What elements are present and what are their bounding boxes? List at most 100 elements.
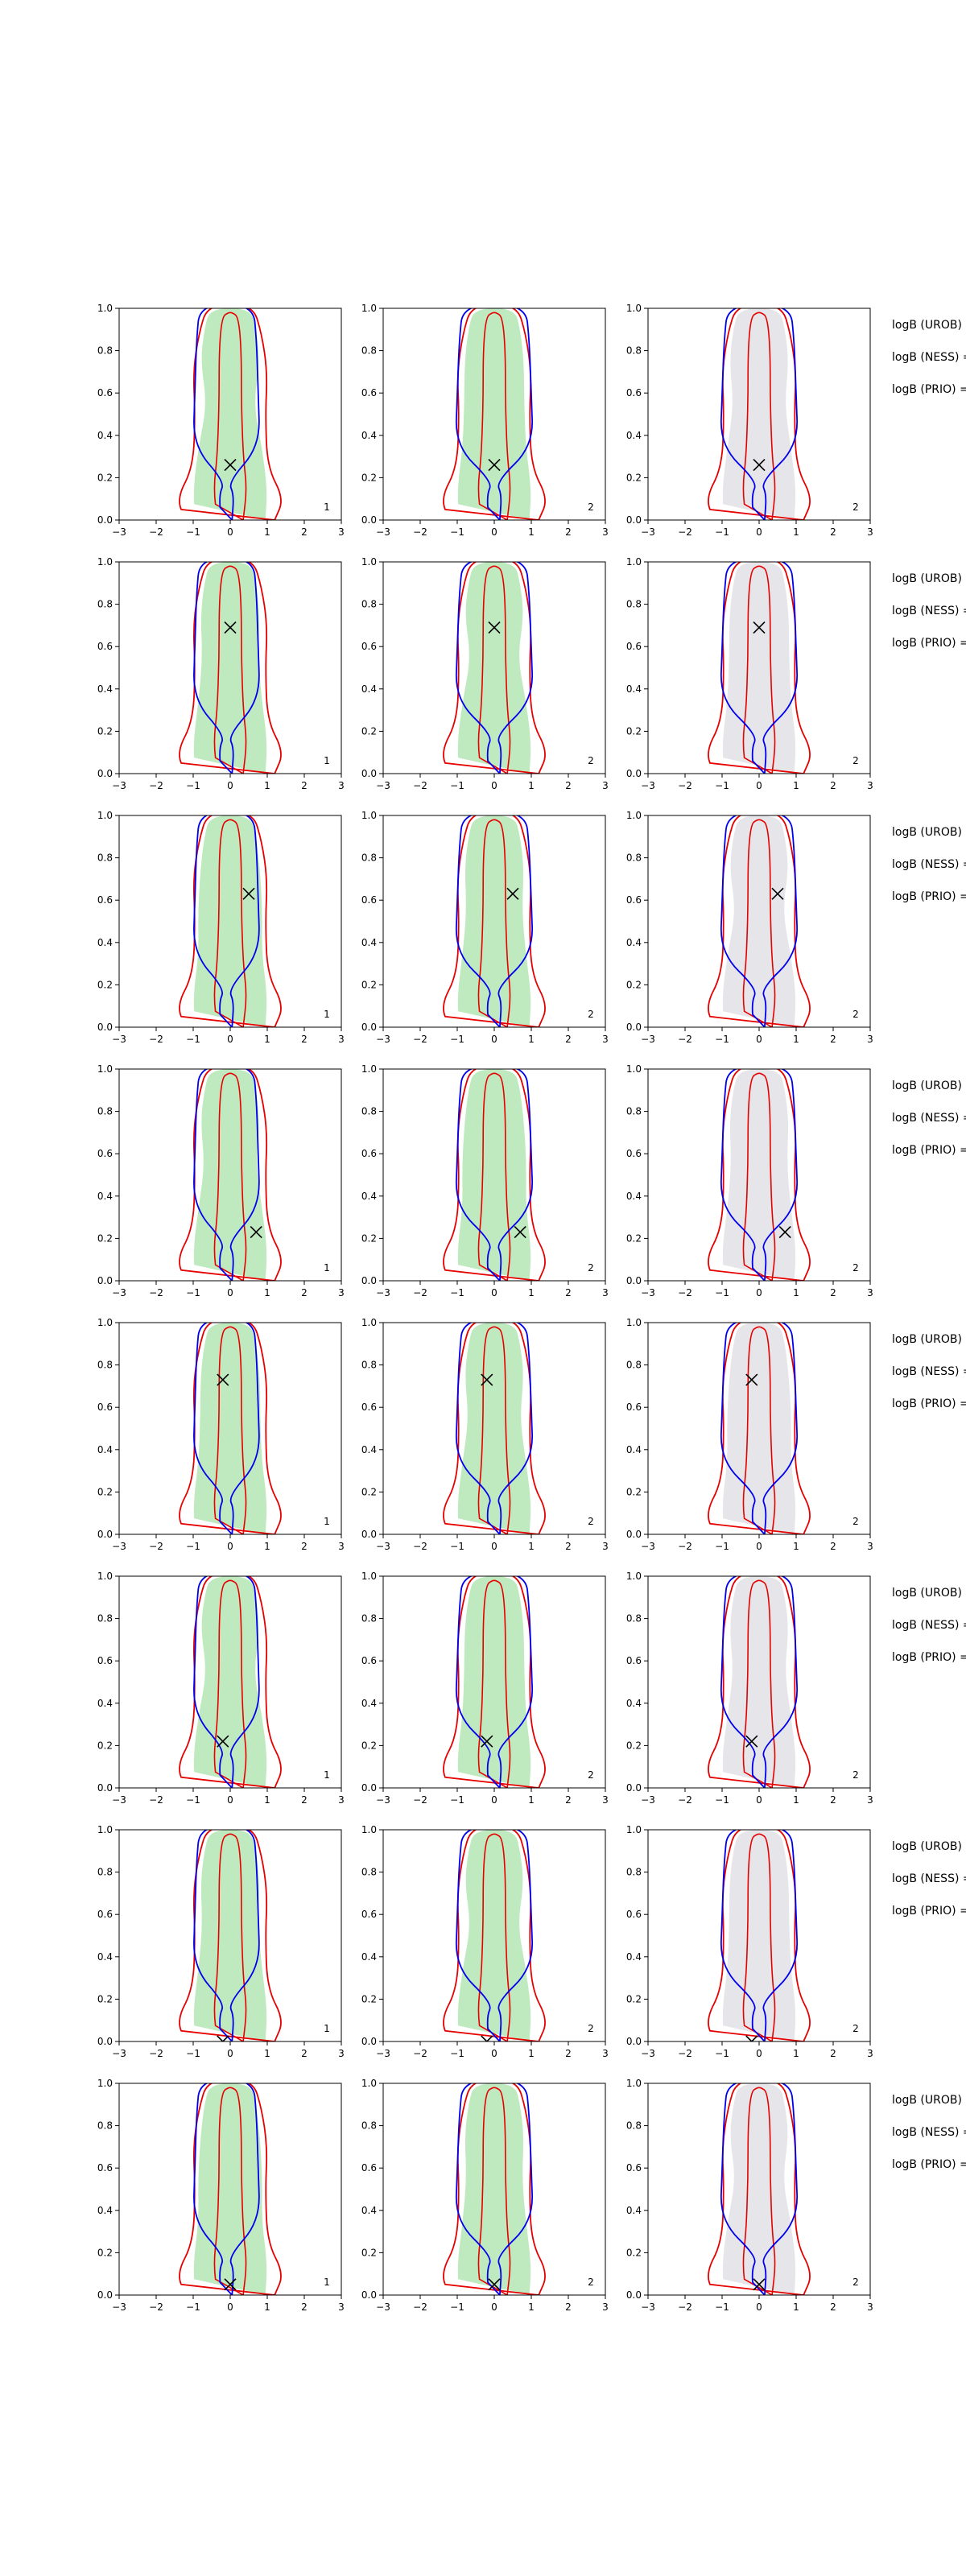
y-tick-label: 0.8: [97, 2120, 113, 2132]
y-tick-label: 0.0: [361, 1782, 377, 1794]
y-tick-label: 0.2: [97, 1993, 113, 2004]
x-tick-label: −2: [149, 1541, 163, 1552]
figure-row-5: −3 −2 −1 0 1 2 3 0.0 0.2 0.4 0.6 0.8 1.0 1 −3 −2 −1 0 1 2 3 0…: [97, 1317, 966, 1552]
density-fill: [457, 815, 531, 1027]
y-tick-label: 0.6: [97, 894, 113, 906]
x-tick-label: −3: [376, 1287, 390, 1298]
x-tick-label: 1: [793, 2048, 799, 2059]
x-tick-label: 1: [528, 1541, 535, 1552]
x-tick-label: 3: [338, 526, 345, 538]
panel-r1-c3: −3 −2 −1 0 1 2 3 0.0 0.2 0.4 0.6 0.8 1.0 2: [626, 303, 873, 538]
y-tick-label: 0.0: [626, 514, 642, 526]
x-tick-label: −3: [376, 526, 390, 538]
y-tick-label: 0.6: [626, 1655, 642, 1666]
marker-x: [481, 1373, 493, 1386]
panel-r4-c2: −3 −2 −1 0 1 2 3 0.0 0.2 0.4 0.6 0.8 1.0 2: [361, 1063, 609, 1298]
panel-corner-label: 2: [852, 2277, 859, 2288]
x-tick-label: 1: [528, 2301, 535, 2313]
x-tick-label: −1: [715, 1287, 729, 1298]
x-tick-label: 3: [867, 1034, 873, 1045]
red-outer-contour: [179, 308, 282, 520]
marker-x: [745, 2035, 758, 2041]
y-tick-label: 0.8: [361, 1360, 377, 1371]
panel-contents: [708, 1323, 811, 1534]
x-tick-label: 0: [756, 2048, 762, 2059]
x-tick-label: 1: [528, 780, 535, 791]
y-tick-label: 1.0: [97, 2078, 113, 2089]
x-tick-label: −3: [376, 2048, 390, 2059]
panel-corner-label: 2: [852, 1262, 859, 1274]
x-tick-label: 0: [491, 1794, 497, 1806]
density-fill: [722, 2083, 796, 2295]
panel-corner-label: 2: [852, 502, 859, 513]
y-tick-label: 0.4: [361, 2205, 377, 2216]
y-tick-label: 0.0: [626, 1275, 642, 1286]
y-tick-label: 0.8: [626, 1613, 642, 1624]
red-outer-contour: [708, 815, 811, 1027]
y-tick-label: 0.2: [97, 725, 113, 737]
red-outer-contour: [708, 562, 811, 774]
x-tick-label: 0: [756, 1034, 762, 1045]
y-tick-label: 0.6: [626, 1402, 642, 1413]
blue-contour: [193, 308, 260, 520]
blue-contour: [455, 1830, 534, 2041]
y-tick-label: 1.0: [626, 1571, 642, 1582]
x-tick-label: −2: [678, 780, 692, 791]
x-tick-label: −1: [715, 1034, 729, 1045]
y-tick-label: 0.2: [361, 1993, 377, 2004]
panel-r6-c1: −3 −2 −1 0 1 2 3 0.0 0.2 0.4 0.6 0.8 1.0 1: [97, 1571, 345, 1806]
y-tick-label: 1.0: [626, 1317, 642, 1328]
panel-contents: [443, 1830, 546, 2041]
x-tick-label: 1: [793, 1287, 799, 1298]
panel-contents: [179, 308, 282, 520]
x-tick-label: 3: [338, 1287, 345, 1298]
x-tick-label: 2: [565, 2301, 572, 2313]
y-tick-label: 0.2: [361, 725, 377, 737]
x-tick-label: 1: [264, 2301, 270, 2313]
x-tick-label: 0: [491, 2301, 497, 2313]
y-tick-label: 0.2: [97, 1232, 113, 1244]
side-label: logB (NESS) =: [892, 1365, 966, 1378]
x-tick-label: 2: [301, 1794, 308, 1806]
x-tick-label: 0: [227, 2048, 233, 2059]
side-label: logB (NESS) =: [892, 605, 966, 617]
red-inner-contour: [742, 2087, 776, 2295]
panel-contents: [443, 1576, 546, 1788]
red-outer-contour: [708, 1069, 811, 1281]
x-tick-label: −1: [450, 2301, 464, 2313]
x-tick-label: 0: [227, 1794, 233, 1806]
blue-contour: [720, 1830, 799, 2041]
marker-x: [481, 2035, 493, 2041]
density-fill: [457, 2083, 531, 2295]
density-fill: [457, 1830, 531, 2041]
red-inner-contour: [213, 1326, 247, 1534]
x-tick-label: 3: [867, 2048, 873, 2059]
y-tick-label: 1.0: [97, 1571, 113, 1582]
x-tick-label: 1: [528, 1794, 535, 1806]
x-tick-label: 0: [491, 1541, 497, 1552]
side-label: logB (UROB) =: [892, 572, 966, 585]
x-tick-label: 2: [301, 526, 308, 538]
x-tick-label: 3: [338, 2301, 345, 2313]
x-tick-label: 3: [338, 1034, 345, 1045]
y-tick-label: 1.0: [361, 1063, 377, 1075]
x-tick-label: 1: [528, 526, 535, 538]
panel-contents: [179, 562, 282, 774]
y-tick-label: 0.2: [97, 2247, 113, 2258]
x-tick-label: 2: [830, 1541, 836, 1552]
figure-row-8: −3 −2 −1 0 1 2 3 0.0 0.2 0.4 0.6 0.8 1.0 1 −3 −2 −1 0 1 2 3 0…: [97, 2078, 966, 2313]
y-tick-label: 0.4: [626, 430, 642, 441]
y-tick-label: 0.2: [626, 979, 642, 990]
marker-x: [224, 459, 237, 472]
x-tick-label: −3: [112, 1287, 126, 1298]
x-tick-label: 2: [565, 2048, 572, 2059]
y-tick-label: 0.2: [97, 1486, 113, 1497]
blue-contour: [193, 1323, 260, 1534]
y-tick-label: 0.6: [361, 894, 377, 906]
x-tick-label: −3: [376, 1794, 390, 1806]
panel-contents: [443, 1069, 546, 1281]
y-tick-label: 0.4: [97, 1951, 113, 1963]
y-tick-label: 0.0: [97, 2036, 113, 2047]
y-tick-label: 0.8: [626, 1106, 642, 1117]
panel-corner-label: 2: [588, 2023, 594, 2034]
